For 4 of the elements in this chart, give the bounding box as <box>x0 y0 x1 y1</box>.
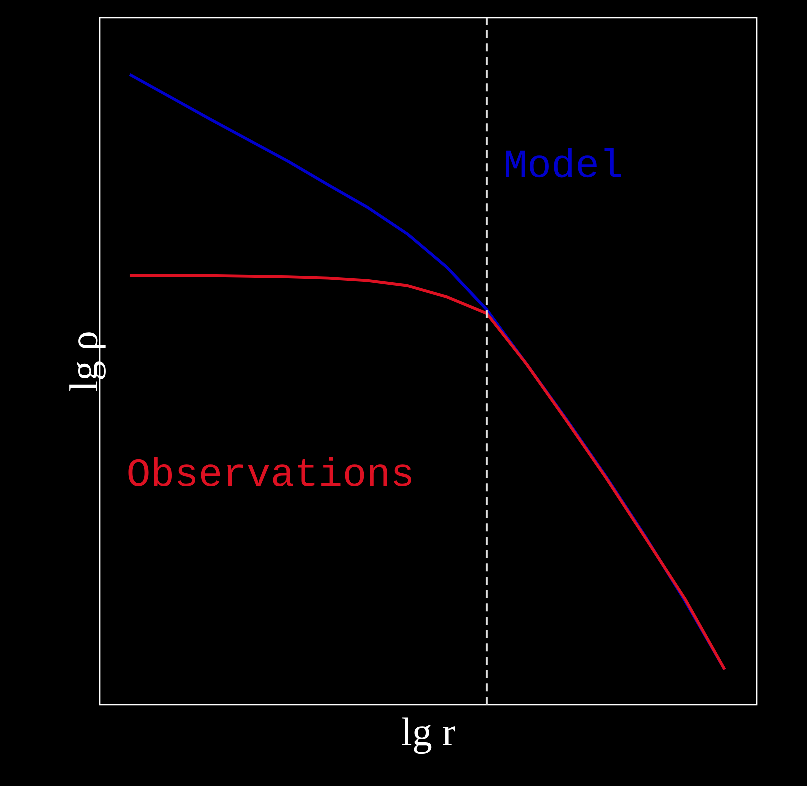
text: Observations <box>128 457 412 486</box>
y-axis-title: lg ρ <box>70 332 106 392</box>
text: Model <box>506 148 622 178</box>
x-axis-title: lg r <box>402 718 456 754</box>
